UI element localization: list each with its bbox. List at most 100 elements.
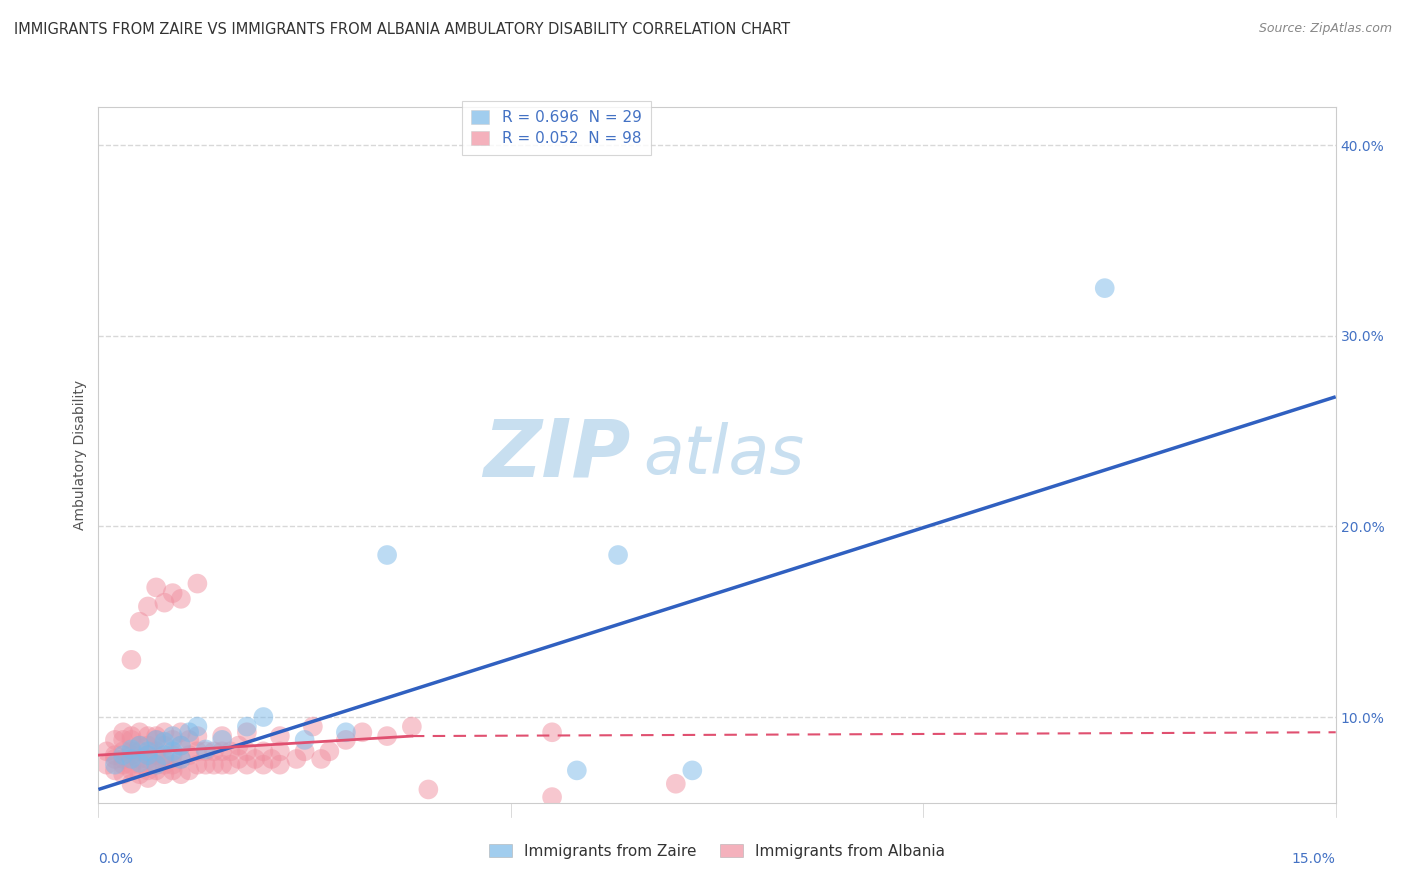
Point bbox=[153, 735, 176, 749]
Point bbox=[128, 739, 150, 753]
Point bbox=[607, 548, 630, 562]
Point bbox=[162, 757, 184, 772]
Point bbox=[219, 744, 242, 758]
Point bbox=[112, 744, 135, 758]
Point bbox=[153, 739, 176, 753]
Point bbox=[318, 744, 340, 758]
Point bbox=[170, 752, 193, 766]
Point bbox=[162, 748, 184, 763]
Point bbox=[186, 744, 208, 758]
Point bbox=[186, 757, 208, 772]
Point bbox=[112, 752, 135, 766]
Point bbox=[179, 748, 201, 763]
Point bbox=[202, 744, 225, 758]
Point bbox=[375, 729, 398, 743]
Point bbox=[128, 752, 150, 766]
Point bbox=[170, 591, 193, 606]
Point bbox=[120, 748, 142, 763]
Text: 0.0%: 0.0% bbox=[98, 852, 134, 865]
Point bbox=[252, 710, 274, 724]
Point bbox=[145, 729, 167, 743]
Point bbox=[136, 748, 159, 763]
Point bbox=[128, 767, 150, 781]
Point bbox=[335, 725, 357, 739]
Point bbox=[170, 752, 193, 766]
Point bbox=[401, 720, 423, 734]
Point bbox=[136, 744, 159, 758]
Point bbox=[285, 752, 308, 766]
Point bbox=[120, 764, 142, 778]
Point bbox=[120, 757, 142, 772]
Point bbox=[112, 725, 135, 739]
Point bbox=[162, 729, 184, 743]
Point bbox=[309, 752, 332, 766]
Point bbox=[145, 744, 167, 758]
Point bbox=[186, 729, 208, 743]
Point bbox=[153, 757, 176, 772]
Point bbox=[294, 744, 316, 758]
Point bbox=[153, 767, 176, 781]
Point bbox=[294, 732, 316, 747]
Point bbox=[186, 576, 208, 591]
Text: Source: ZipAtlas.com: Source: ZipAtlas.com bbox=[1258, 22, 1392, 36]
Point bbox=[260, 752, 283, 766]
Point bbox=[136, 748, 159, 763]
Point bbox=[136, 771, 159, 785]
Point bbox=[202, 757, 225, 772]
Point bbox=[236, 744, 259, 758]
Point bbox=[104, 757, 127, 772]
Y-axis label: Ambulatory Disability: Ambulatory Disability bbox=[73, 380, 87, 530]
Point bbox=[228, 739, 250, 753]
Point bbox=[186, 720, 208, 734]
Point bbox=[1094, 281, 1116, 295]
Point bbox=[236, 757, 259, 772]
Text: atlas: atlas bbox=[643, 422, 804, 488]
Point bbox=[170, 725, 193, 739]
Point bbox=[128, 757, 150, 772]
Point bbox=[179, 725, 201, 739]
Point bbox=[120, 777, 142, 791]
Point bbox=[269, 757, 291, 772]
Point bbox=[112, 767, 135, 781]
Point bbox=[269, 744, 291, 758]
Point bbox=[120, 742, 142, 756]
Point bbox=[104, 732, 127, 747]
Point bbox=[136, 729, 159, 743]
Point bbox=[228, 752, 250, 766]
Point bbox=[128, 725, 150, 739]
Point bbox=[104, 752, 127, 766]
Point bbox=[211, 757, 233, 772]
Point bbox=[128, 615, 150, 629]
Point bbox=[145, 732, 167, 747]
Point bbox=[153, 725, 176, 739]
Point bbox=[211, 732, 233, 747]
Point bbox=[243, 752, 266, 766]
Point bbox=[681, 764, 703, 778]
Point bbox=[128, 739, 150, 753]
Point bbox=[136, 599, 159, 614]
Point bbox=[170, 767, 193, 781]
Point bbox=[104, 748, 127, 763]
Point bbox=[153, 596, 176, 610]
Point bbox=[145, 757, 167, 772]
Point bbox=[120, 732, 142, 747]
Point bbox=[179, 764, 201, 778]
Point bbox=[153, 748, 176, 763]
Point bbox=[162, 764, 184, 778]
Point bbox=[136, 764, 159, 778]
Point bbox=[236, 725, 259, 739]
Point bbox=[120, 744, 142, 758]
Point bbox=[145, 764, 167, 778]
Legend: Immigrants from Zaire, Immigrants from Albania: Immigrants from Zaire, Immigrants from A… bbox=[484, 838, 950, 864]
Point bbox=[302, 720, 325, 734]
Point bbox=[179, 732, 201, 747]
Text: ZIP: ZIP bbox=[484, 416, 630, 494]
Point bbox=[418, 782, 440, 797]
Text: IMMIGRANTS FROM ZAIRE VS IMMIGRANTS FROM ALBANIA AMBULATORY DISABILITY CORRELATI: IMMIGRANTS FROM ZAIRE VS IMMIGRANTS FROM… bbox=[14, 22, 790, 37]
Point bbox=[120, 752, 142, 766]
Point bbox=[153, 752, 176, 766]
Point bbox=[194, 742, 217, 756]
Point bbox=[112, 732, 135, 747]
Point bbox=[194, 744, 217, 758]
Point bbox=[211, 729, 233, 743]
